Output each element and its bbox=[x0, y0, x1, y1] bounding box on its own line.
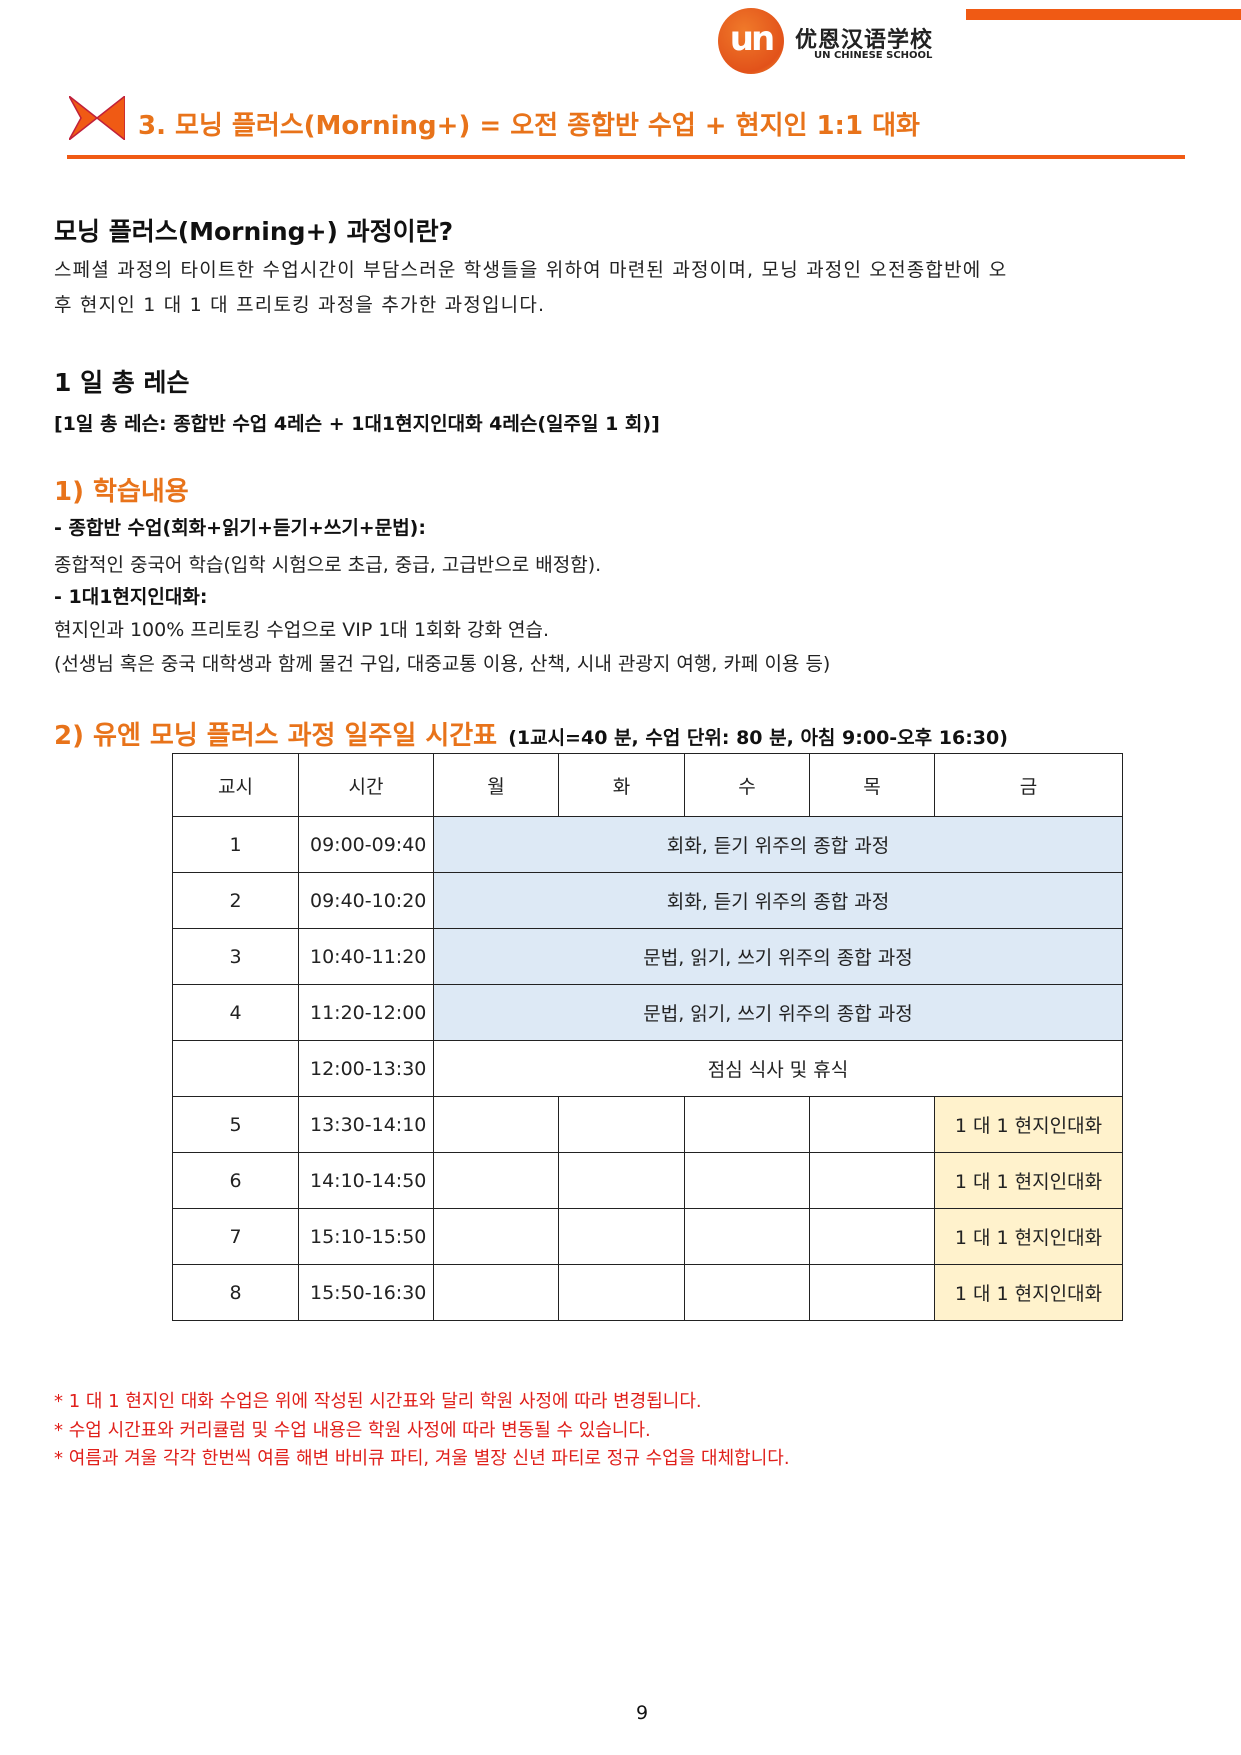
time-cell: 15:50-16:30 bbox=[298, 1264, 434, 1321]
empty-cell bbox=[558, 1208, 685, 1265]
empty-cell bbox=[684, 1264, 810, 1321]
content-heading: 1) 학습내용 bbox=[54, 477, 189, 507]
col-header: 월 bbox=[433, 753, 559, 817]
empty-cell bbox=[684, 1208, 810, 1265]
note-3: * 여름과 겨울 각각 한번씩 여름 해변 바비큐 파티, 겨울 별장 신년 파… bbox=[54, 1448, 790, 1469]
one-on-one-cell: 1 대 1 현지인대화 bbox=[934, 1264, 1123, 1321]
logo-chinese-name: 优恩汉语学校 bbox=[795, 28, 934, 53]
intro-line-2: 후 현지인 1 대 1 대 프리토킹 과정을 추가한 과정입니다. bbox=[54, 294, 546, 316]
table-row: 12:00-13:30 점심 식사 및 휴식 bbox=[172, 1040, 1123, 1097]
period-cell bbox=[172, 1040, 299, 1097]
time-cell: 15:10-15:50 bbox=[298, 1208, 434, 1265]
table-row: 3 10:40-11:20 문법, 읽기, 쓰기 위주의 종합 과정 bbox=[172, 928, 1123, 985]
content-item2-text2: (선생님 혹은 중국 대학생과 함께 물건 구입, 대중교통 이용, 산책, 시… bbox=[54, 653, 831, 675]
period-cell: 8 bbox=[172, 1264, 299, 1321]
lessons-detail: [1일 총 레슨: 종합반 수업 4레슨 + 1대1현지인대화 4레슨(일주일 … bbox=[54, 413, 660, 435]
content-item2-title: - 1대1현지인대화: bbox=[54, 586, 208, 608]
empty-cell bbox=[809, 1208, 935, 1265]
page-number: 9 bbox=[636, 1702, 649, 1724]
col-header: 시간 bbox=[298, 753, 434, 817]
col-header: 목 bbox=[809, 753, 935, 817]
time-cell: 09:40-10:20 bbox=[298, 872, 434, 929]
period-cell: 3 bbox=[172, 928, 299, 985]
table-row: 7 15:10-15:50 1 대 1 현지인대화 bbox=[172, 1208, 1123, 1265]
time-cell: 13:30-14:10 bbox=[298, 1096, 434, 1153]
schedule-table: 교시 시간 월 화 수 목 금 1 09:00-09:40 회화, 듣기 위주의 종… bbox=[172, 753, 1123, 1321]
time-cell: 11:20-12:00 bbox=[298, 984, 434, 1041]
logo-english-name: UN CHINESE SCHOOL bbox=[814, 50, 933, 61]
lessons-heading: 1 일 총 레슨 bbox=[54, 368, 190, 397]
title-divider bbox=[67, 155, 1185, 159]
period-cell: 5 bbox=[172, 1096, 299, 1153]
table-row: 5 13:30-14:10 1 대 1 현지인대화 bbox=[172, 1096, 1123, 1153]
empty-cell bbox=[558, 1152, 685, 1209]
col-header: 교시 bbox=[172, 753, 299, 817]
empty-cell bbox=[809, 1264, 935, 1321]
empty-cell bbox=[558, 1096, 685, 1153]
table-row: 4 11:20-12:00 문법, 읽기, 쓰기 위주의 종합 과정 bbox=[172, 984, 1123, 1041]
section-title: 3. 모닝 플러스(Morning+) = 오전 종합반 수업 + 현지인 1:… bbox=[138, 111, 920, 141]
empty-cell bbox=[809, 1096, 935, 1153]
header-accent-bar bbox=[966, 9, 1241, 20]
class-cell: 회화, 듣기 위주의 종합 과정 bbox=[433, 816, 1123, 873]
intro-line-1: 스페셜 과정의 타이트한 수업시간이 부담스러운 학생들을 위하여 마련된 과정… bbox=[54, 259, 1008, 281]
schedule-heading-line: 2) 유엔 모닝 플러스 과정 일주일 시간표 (1교시=40 분, 수업 단위… bbox=[54, 715, 1008, 752]
empty-cell bbox=[433, 1264, 559, 1321]
note-1: * 1 대 1 현지인 대화 수업은 위에 작성된 시간표와 달리 학원 사정에… bbox=[54, 1391, 702, 1412]
period-cell: 6 bbox=[172, 1152, 299, 1209]
lunch-cell: 점심 식사 및 휴식 bbox=[433, 1040, 1123, 1097]
time-cell: 14:10-14:50 bbox=[298, 1152, 434, 1209]
empty-cell bbox=[433, 1152, 559, 1209]
class-cell: 문법, 읽기, 쓰기 위주의 종합 과정 bbox=[433, 984, 1123, 1041]
time-cell: 12:00-13:30 bbox=[298, 1040, 434, 1097]
content-item1-title: - 종합반 수업(회화+읽기+듣기+쓰기+문법): bbox=[54, 517, 426, 539]
table-row: 8 15:50-16:30 1 대 1 현지인대화 bbox=[172, 1264, 1123, 1321]
time-cell: 10:40-11:20 bbox=[298, 928, 434, 985]
empty-cell bbox=[558, 1264, 685, 1321]
col-header: 화 bbox=[558, 753, 685, 817]
one-on-one-cell: 1 대 1 현지인대화 bbox=[934, 1152, 1123, 1209]
time-cell: 09:00-09:40 bbox=[298, 816, 434, 873]
class-cell: 회화, 듣기 위주의 종합 과정 bbox=[433, 872, 1123, 929]
one-on-one-cell: 1 대 1 현지인대화 bbox=[934, 1096, 1123, 1153]
table-header-row: 교시 시간 월 화 수 목 금 bbox=[172, 753, 1123, 817]
empty-cell bbox=[809, 1152, 935, 1209]
col-header: 금 bbox=[934, 753, 1123, 817]
school-logo: un bbox=[718, 8, 784, 74]
empty-cell bbox=[433, 1096, 559, 1153]
period-cell: 7 bbox=[172, 1208, 299, 1265]
period-cell: 2 bbox=[172, 872, 299, 929]
table-row: 6 14:10-14:50 1 대 1 현지인대화 bbox=[172, 1152, 1123, 1209]
col-header: 수 bbox=[684, 753, 810, 817]
schedule-heading: 2) 유엔 모닝 플러스 과정 일주일 시간표 bbox=[54, 721, 498, 751]
period-cell: 1 bbox=[172, 816, 299, 873]
class-cell: 문법, 읽기, 쓰기 위주의 종합 과정 bbox=[433, 928, 1123, 985]
schedule-subheading: (1교시=40 분, 수업 단위: 80 분, 아침 9:00-오후 16:30… bbox=[508, 727, 1008, 749]
empty-cell bbox=[684, 1096, 810, 1153]
intro-heading: 모닝 플러스(Morning+) 과정이란? bbox=[54, 217, 454, 246]
content-item2-text: 현지인과 100% 프리토킹 수업으로 VIP 1대 1회화 강화 연습. bbox=[54, 619, 550, 641]
table-row: 1 09:00-09:40 회화, 듣기 위주의 종합 과정 bbox=[172, 816, 1123, 873]
period-cell: 4 bbox=[172, 984, 299, 1041]
content-item1-text: 종합적인 중국어 학습(입학 시험으로 초급, 중급, 고급반으로 배정함). bbox=[54, 554, 602, 576]
empty-cell bbox=[684, 1152, 810, 1209]
empty-cell bbox=[433, 1208, 559, 1265]
note-2: * 수업 시간표와 커리큘럼 및 수업 내용은 학원 사정에 따라 변동될 수 … bbox=[54, 1420, 651, 1441]
one-on-one-cell: 1 대 1 현지인대화 bbox=[934, 1208, 1123, 1265]
table-row: 2 09:40-10:20 회화, 듣기 위주의 종합 과정 bbox=[172, 872, 1123, 929]
bow-icon bbox=[69, 96, 125, 140]
